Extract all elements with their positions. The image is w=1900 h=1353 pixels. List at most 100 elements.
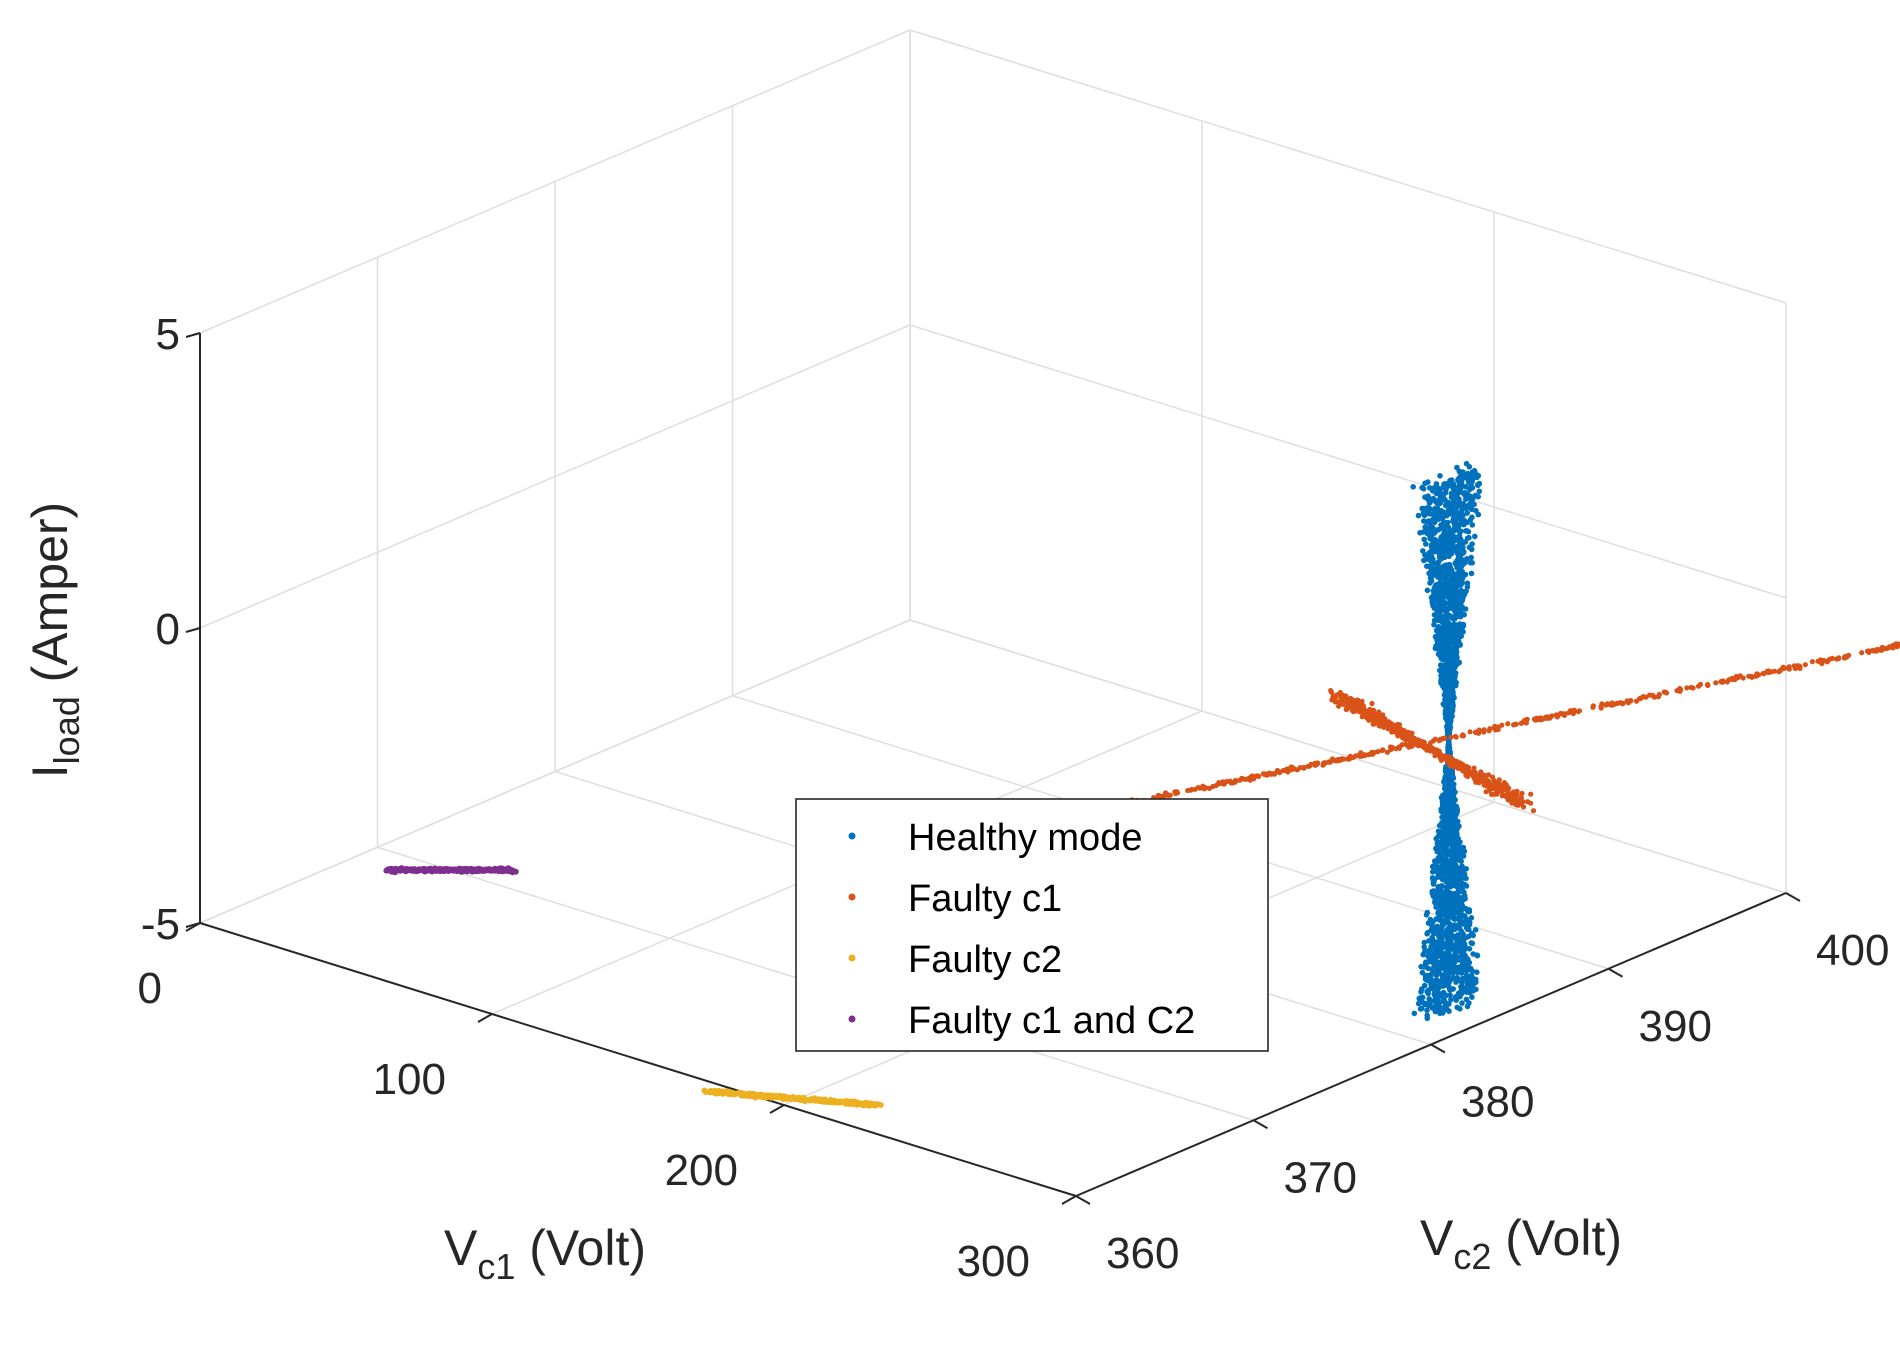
data-point-healthy [1430, 998, 1437, 1004]
data-point-healthy [1437, 841, 1443, 848]
data-point-faulty-c1 [1505, 721, 1511, 727]
data-point-healthy [1475, 472, 1482, 479]
data-point-faulty-c1 [1718, 679, 1724, 685]
y-tick-label: 370 [1284, 1153, 1357, 1202]
data-point-faulty-c1 [1377, 714, 1383, 721]
data-point-faulty-c1 [1607, 702, 1613, 708]
data-point-healthy [1440, 1010, 1446, 1016]
data-point-healthy [1440, 605, 1446, 612]
data-point-healthy [1431, 1004, 1437, 1010]
data-point-healthy [1461, 517, 1467, 524]
data-point-healthy [1438, 912, 1444, 918]
data-point-healthy [1444, 610, 1450, 617]
data-point-faulty-c1 [1483, 778, 1489, 784]
data-point-healthy [1440, 846, 1447, 853]
data-point-healthy [1432, 961, 1439, 968]
data-point-faulty-c1 [1375, 749, 1381, 755]
data-point-healthy [1450, 683, 1456, 690]
data-point-healthy [1435, 602, 1442, 608]
data-point-faulty-c1 [1432, 736, 1438, 742]
data-point-healthy [1445, 800, 1451, 807]
data-point-healthy [1454, 493, 1460, 500]
data-point-healthy [1439, 616, 1445, 623]
data-point-healthy [1431, 519, 1438, 526]
data-point-healthy [1447, 839, 1453, 846]
data-point-faulty-c1 [1846, 652, 1852, 658]
data-point-healthy [1468, 915, 1475, 921]
data-point-healthy [1442, 630, 1449, 637]
data-point-healthy [1450, 914, 1457, 920]
data-point-healthy [1444, 675, 1450, 681]
data-point-healthy [1424, 530, 1431, 537]
data-point-healthy [1456, 957, 1463, 963]
series-faulty-c1-and-c2 [383, 865, 519, 876]
data-point-healthy [1469, 994, 1475, 1000]
data-point-healthy [1469, 469, 1476, 476]
data-point-faulty-c1 [1389, 722, 1395, 728]
data-point-faulty-c1 [1308, 761, 1314, 768]
data-point-faulty-c1 [1353, 701, 1359, 707]
data-point-faulty-c1 [1518, 795, 1524, 801]
data-point-healthy [1459, 919, 1465, 925]
data-point-healthy [1431, 985, 1438, 992]
data-point-faulty-c1 [1364, 715, 1370, 721]
data-point-faulty-c1 [1842, 654, 1848, 660]
data-point-faulty-c1 [1478, 772, 1484, 778]
z-tick-label: 5 [156, 310, 180, 359]
data-point-healthy [1472, 533, 1478, 540]
data-point-faulty-c1 [1760, 670, 1766, 677]
data-point-healthy [1450, 801, 1457, 807]
data-point-healthy [1434, 927, 1441, 933]
data-point-healthy [1424, 1007, 1430, 1014]
data-point-healthy [1446, 909, 1452, 916]
z-axis-label-tail: (Amper) [22, 502, 78, 696]
axis-lines [185, 332, 1801, 1205]
data-point-faulty-c1 [1575, 709, 1581, 715]
data-point-healthy [1454, 623, 1460, 629]
data-point-faulty-c1 [1780, 664, 1786, 670]
data-point-healthy [1440, 596, 1446, 603]
data-point-faulty-c1 [1276, 770, 1283, 776]
data-point-healthy [1430, 488, 1436, 494]
data-point-healthy [1452, 964, 1458, 970]
y-tick-mark [1253, 1119, 1268, 1130]
data-point-faulty-c1 [1360, 709, 1366, 715]
data-point-healthy [1445, 545, 1452, 551]
data-point-faulty-c1 [1637, 696, 1643, 702]
data-point-faulty-c1 [1463, 772, 1469, 778]
data-point-faulty-c1 [1521, 719, 1527, 725]
data-point-faulty-c1 [1271, 771, 1278, 777]
data-point-healthy [1448, 697, 1454, 704]
data-point-healthy [1425, 493, 1431, 500]
y-axis-label-sub: c2 [1453, 1236, 1491, 1277]
data-point-faulty-c1 [1834, 656, 1840, 662]
data-point-faulty-c1 [1620, 700, 1626, 706]
data-point-faulty-c2 [729, 1089, 736, 1096]
data-point-healthy [1450, 867, 1457, 873]
data-point-faulty-c2 [803, 1097, 810, 1103]
data-point-healthy [1449, 653, 1455, 660]
data-point-faulty-c1 [1486, 728, 1492, 734]
data-point-faulty-c1 [1704, 682, 1711, 688]
data-point-healthy [1415, 512, 1422, 519]
data-point-faulty-c1 [1598, 704, 1604, 710]
data-point-healthy [1423, 959, 1429, 965]
data-point-healthy [1467, 517, 1474, 523]
data-point-faulty-c2 [852, 1100, 859, 1107]
legend-entry-faulty-c2: Faulty c2 [848, 939, 1062, 981]
data-point-faulty-c2 [788, 1095, 794, 1102]
data-point-healthy [1446, 902, 1452, 909]
data-point-healthy [1456, 873, 1463, 879]
data-point-healthy [1458, 588, 1464, 594]
data-point-healthy [1463, 496, 1469, 502]
data-point-healthy [1462, 961, 1468, 968]
data-point-faulty-c1 [1802, 662, 1808, 668]
data-point-faulty-c1-and-c2 [390, 867, 397, 873]
data-point-faulty-c1 [1501, 793, 1508, 799]
data-point-healthy [1445, 663, 1451, 669]
data-point-healthy [1452, 600, 1458, 607]
data-point-faulty-c1 [1512, 799, 1518, 805]
data-point-healthy [1454, 969, 1460, 975]
y-tick-mark [1075, 1195, 1091, 1205]
data-point-healthy [1435, 900, 1441, 906]
